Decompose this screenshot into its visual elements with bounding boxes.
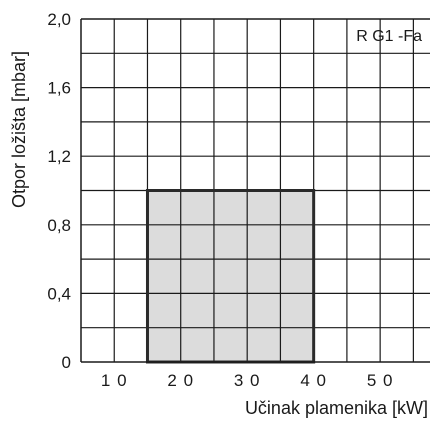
y-tick-label: 1,6 [47,79,71,98]
y-tick-label: 0,4 [47,284,71,303]
x-tick-labels: 1 0 2 0 3 0 4 0 5 0 [101,371,394,390]
y-tick-label: 1,2 [47,147,71,166]
working-range [147,190,314,362]
y-axis-label: Otpor ložišta [mbar] [9,51,29,208]
x-tick-label: 2 0 [167,371,194,390]
x-axis-label: Učinak plamenika [kW] [245,398,428,418]
working-range-fill [147,190,314,362]
x-tick-label: 3 0 [234,371,261,390]
y-tick-label: 0 [62,353,71,372]
y-tick-label: 2,0 [47,10,71,29]
x-tick-label: 4 0 [300,371,327,390]
plot-frame [80,18,430,363]
x-tick-label: 5 0 [367,371,394,390]
y-tick-labels: 0 0,4 0,8 1,2 1,6 2,0 [47,10,71,372]
y-tick-label: 0,8 [47,216,71,235]
x-tick-label: 1 0 [101,371,128,390]
working-range-grid [145,189,316,364]
chart-title: R G1 -Fa [356,28,422,45]
